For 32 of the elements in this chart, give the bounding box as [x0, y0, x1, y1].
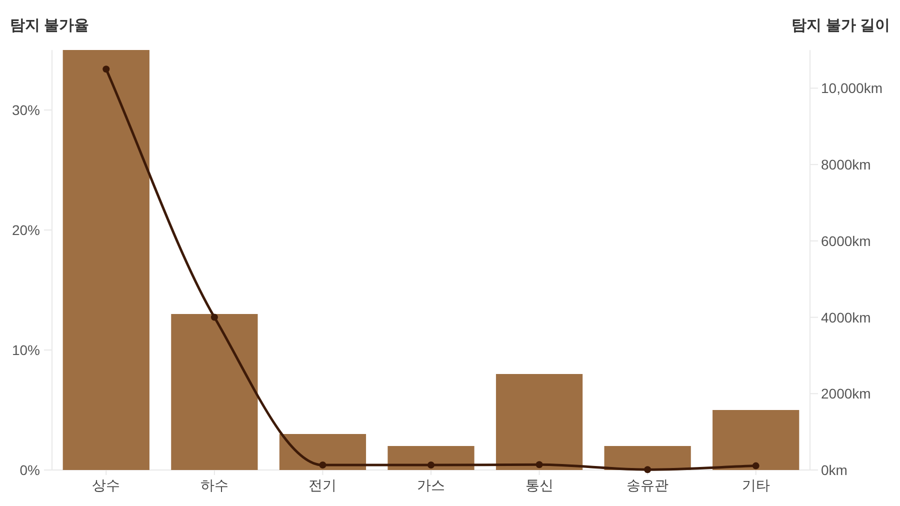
x-tick-label: 가스 — [417, 477, 445, 493]
point — [428, 462, 434, 469]
x-tick-label: 전기 — [308, 477, 337, 493]
bar — [171, 314, 258, 470]
point — [319, 462, 326, 469]
point — [536, 461, 543, 468]
x-tick-label: 기타 — [742, 477, 770, 493]
y2-axis-title: 탐지 불가 길이 — [792, 17, 890, 34]
bar — [62, 50, 150, 470]
x-tick-label: 통신 — [525, 477, 554, 493]
y-tick-label: 20% — [12, 222, 40, 238]
bar — [279, 434, 366, 470]
y2-tick-label: 8000km — [821, 156, 871, 173]
bar — [496, 374, 583, 470]
point — [752, 462, 760, 470]
x-tick-label: 상수 — [92, 477, 120, 493]
bar — [712, 410, 800, 470]
x-tick-label: 하수 — [200, 477, 228, 493]
y-axis-title: 탐지 불가율 — [10, 17, 90, 34]
y2-tick-label: 0km — [821, 462, 848, 478]
bar — [604, 446, 691, 470]
y2-tick-label: 6000km — [821, 232, 871, 249]
point — [210, 314, 218, 321]
y2-tick-label: 4000km — [821, 309, 871, 326]
x-tick-label: 송유관 — [626, 477, 669, 493]
point — [644, 466, 652, 474]
y2-tick-label: 2000km — [821, 386, 871, 402]
y-tick-label: 0% — [20, 462, 40, 478]
y-tick-label: 30% — [12, 102, 40, 118]
y-tick-label: 10% — [12, 342, 40, 358]
point — [102, 66, 110, 73]
y2-tick-label: 10,000km — [821, 80, 882, 96]
